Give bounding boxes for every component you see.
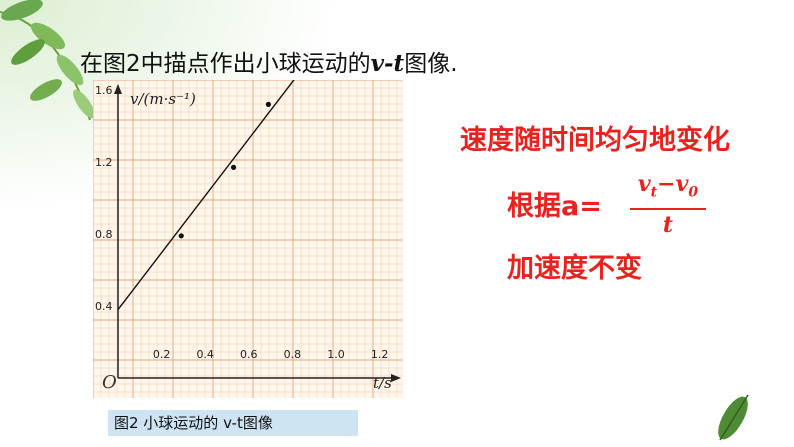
x-axis-arrow: [391, 374, 401, 382]
y-tick-label: 0.8: [95, 228, 113, 241]
graph-paper: [93, 80, 403, 398]
leaf-branch-top-left: [0, 0, 95, 121]
note-uniform-change: 速度随时间均匀地变化: [460, 125, 730, 156]
y-axis-label: v/(m·s⁻¹): [130, 90, 196, 108]
data-point: [230, 164, 237, 170]
fraction-bar: [630, 208, 706, 211]
vt-graph: 0.20.40.60.81.01.20.40.81.21.62.0v/(m·s⁻…: [93, 80, 403, 398]
formula-fraction: vt−v0 t: [630, 170, 706, 238]
x-tick-label: 0.4: [196, 348, 214, 361]
figure-caption: 图2 小球运动的 v-t图像: [108, 410, 358, 436]
heading-var: v-t: [370, 50, 405, 77]
heading-text-post: 图像.: [404, 51, 458, 77]
fraction-numerator: vt−v0: [637, 171, 699, 201]
x-tick-label: 0.8: [284, 348, 302, 361]
x-tick-label: 1.0: [327, 348, 345, 361]
heading-text-pre: 在图2中描点作出小球运动的: [80, 51, 371, 77]
leaf-bottom-right: [718, 394, 749, 441]
y-tick-label: 0.4: [95, 300, 113, 313]
x-tick-label: 0.2: [153, 348, 171, 361]
note-constant-acceleration: 加速度不变: [507, 253, 642, 284]
x-tick-label: 1.2: [371, 348, 389, 361]
origin-label: O: [102, 372, 117, 393]
fit-line: [117, 80, 295, 311]
x-tick-label: 0.6: [240, 348, 257, 361]
data-point: [178, 233, 184, 239]
data-point: [265, 101, 272, 107]
y-tick-label: 1.6: [95, 84, 113, 97]
slide-heading: 在图2中描点作出小球运动的v-t图像.: [80, 44, 458, 78]
x-axis-label: t/s: [373, 374, 392, 392]
note-formula-prefix: 根据a=: [507, 191, 602, 222]
y-axis-arrow: [114, 84, 122, 94]
y-tick-label: 1.2: [95, 156, 113, 169]
fraction-denominator: t: [662, 212, 674, 239]
